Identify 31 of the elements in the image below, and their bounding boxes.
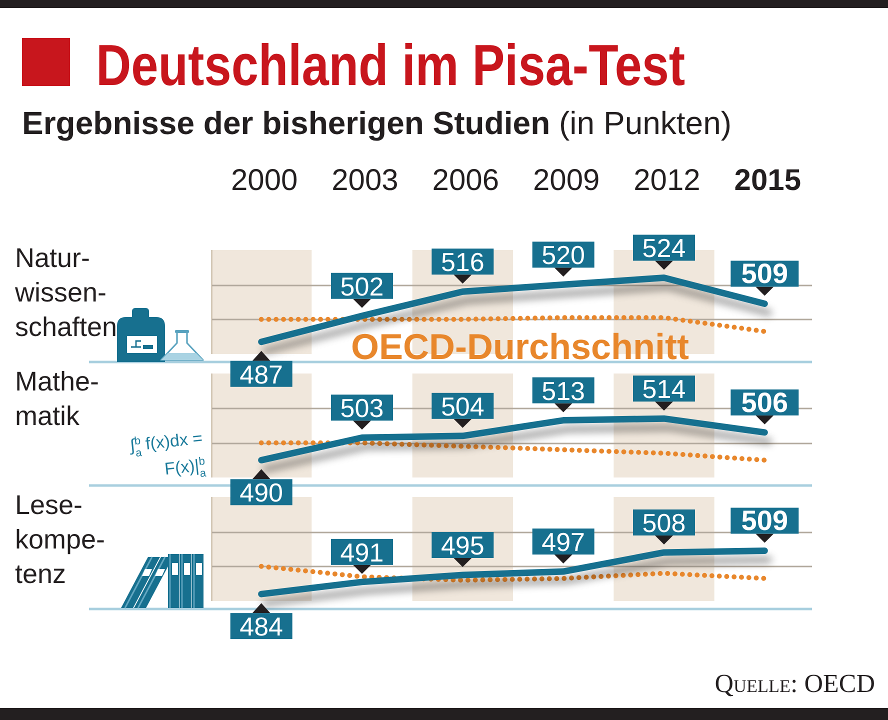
data-label: 509 [741, 505, 788, 536]
data-label: 514 [642, 374, 686, 404]
data-label: 504 [440, 391, 484, 422]
data-label: 503 [340, 393, 384, 424]
x-tick-label: 2006 [432, 164, 500, 197]
data-label: 487 [240, 359, 284, 390]
x-tick-label: 2009 [532, 164, 600, 197]
x-tick-label: 2015 [734, 164, 802, 197]
data-label: 513 [542, 376, 586, 406]
data-label: 509 [741, 258, 788, 290]
data-label: 506 [741, 386, 788, 418]
x-tick-label: 2003 [332, 164, 398, 197]
data-label: 484 [240, 612, 284, 642]
data-label: 516 [440, 247, 484, 278]
x-tick-label: 2000 [230, 164, 298, 197]
source-note: Quelle: OECD [714, 669, 875, 698]
y-axis-title: Lese- kompe- tenz [15, 490, 106, 589]
data-label: 502 [340, 271, 384, 302]
data-label: 491 [340, 537, 384, 568]
data-label: 524 [642, 233, 686, 264]
data-label: 497 [542, 527, 586, 558]
data-label: 508 [642, 508, 686, 538]
y-axis-title: Natur- wissen- schaften [14, 243, 118, 342]
data-label: 490 [240, 478, 284, 508]
chart-title: Deutschland im Pisa-Test [96, 34, 686, 98]
series-label: OECD-Durchschnitt [350, 326, 690, 367]
y-axis-title: Mathe- matik [15, 366, 100, 431]
chart-subtitle: Ergebnisse der bisherigen Studien (in Punkten) [22, 105, 732, 141]
data-label: 495 [440, 530, 484, 560]
data-label: 520 [542, 240, 586, 270]
x-tick-label: 2012 [634, 164, 700, 197]
